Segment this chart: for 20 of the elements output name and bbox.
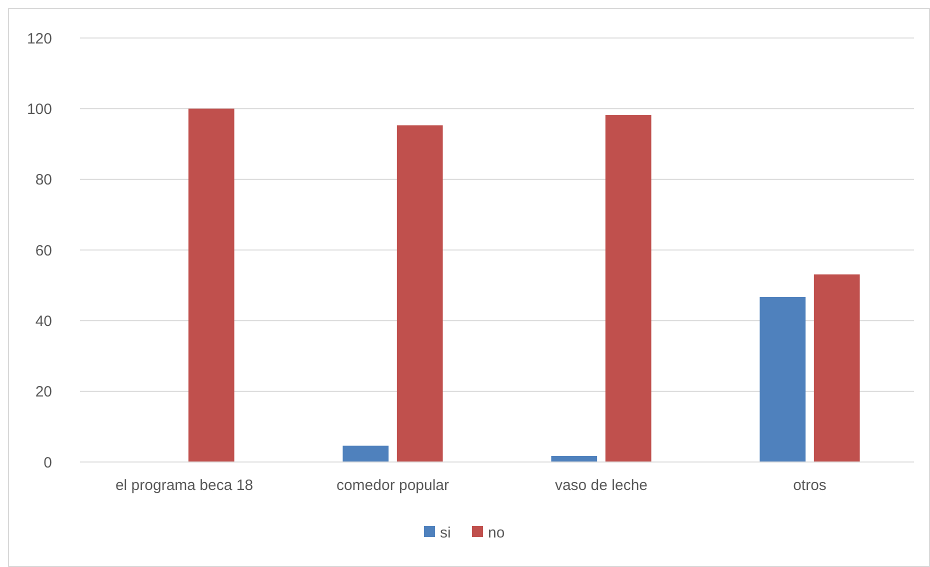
bar <box>396 125 443 462</box>
y-tick-label: 100 <box>26 100 52 118</box>
bar <box>814 274 860 462</box>
y-tick-label: 0 <box>44 454 52 472</box>
y-tick-label: 20 <box>35 384 52 401</box>
x-tick-label: el programa beca 18 <box>115 477 254 494</box>
y-tick-label: 60 <box>35 242 52 260</box>
x-tick-label: vaso de leche <box>554 477 648 494</box>
y-tick-label: 120 <box>26 30 52 48</box>
bar <box>551 456 598 462</box>
bar <box>188 108 234 462</box>
legend-label: no <box>488 524 505 542</box>
bar <box>760 296 806 462</box>
legend-label: si <box>440 524 451 542</box>
y-tick-label: 40 <box>35 312 52 330</box>
bar <box>605 115 652 462</box>
y-tick-label: 80 <box>35 172 52 189</box>
x-tick-label: comedor popular <box>336 477 450 494</box>
bar <box>342 446 389 462</box>
x-tick-label: otros <box>793 477 826 494</box>
